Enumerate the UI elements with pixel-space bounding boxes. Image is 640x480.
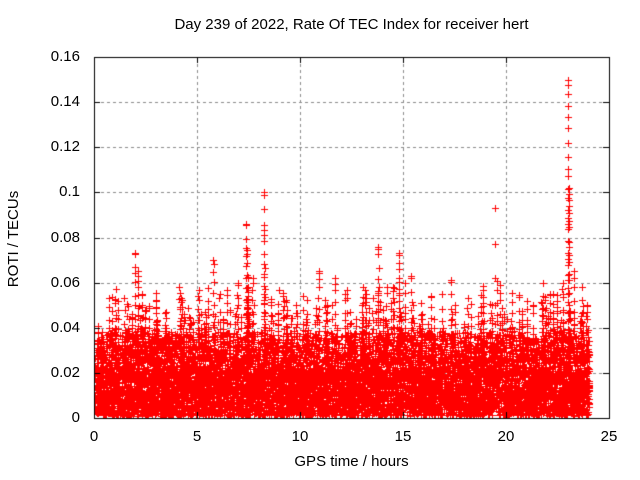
x-tick-label: 10 — [291, 428, 309, 445]
y-tick-label: 0.02 — [50, 363, 80, 381]
x-tick-label: 0 — [89, 428, 99, 445]
y-tick-label: 0.14 — [50, 93, 80, 111]
y-tick-label: 0.08 — [50, 228, 80, 246]
x-tick-label: 25 — [600, 428, 618, 445]
chart-title: Day 239 of 2022, Rate Of TEC Index for r… — [174, 16, 529, 33]
y-tick-label: 0.04 — [50, 318, 80, 336]
y-tick-label: 0.06 — [50, 273, 80, 291]
y-tick-label: 0.1 — [59, 183, 80, 201]
x-tick-label: 20 — [497, 428, 515, 445]
y-tick-label: 0 — [71, 409, 80, 426]
x-axis-label: GPS time / hours — [294, 453, 409, 470]
x-tick-label: 5 — [192, 428, 202, 445]
y-tick-label: 0.12 — [50, 138, 80, 156]
y-tick-label: 0.16 — [50, 48, 80, 65]
x-tick-label: 15 — [394, 428, 412, 445]
